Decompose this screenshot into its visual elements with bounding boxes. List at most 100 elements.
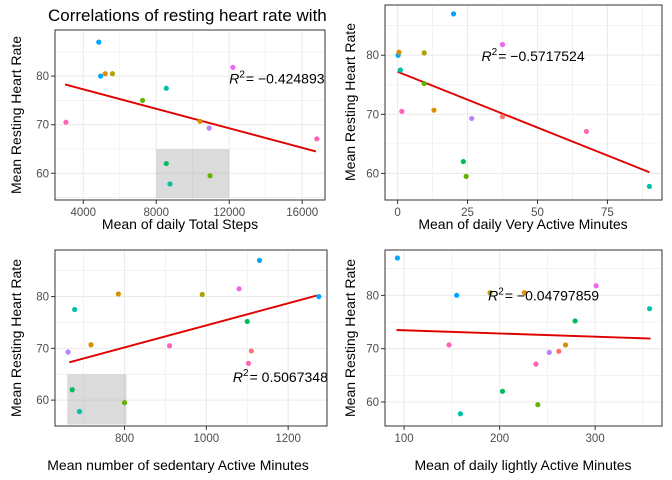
panel-3-data-point bbox=[115, 291, 121, 297]
panel-4-x-tick-label: 200 bbox=[490, 433, 509, 445]
panel-1-data-point bbox=[206, 125, 212, 131]
panel-2-data-point bbox=[431, 107, 437, 113]
panel-4-data-point bbox=[646, 306, 653, 312]
panel-3-data-point bbox=[72, 306, 78, 313]
panel-3-r2-symbol: R bbox=[233, 369, 243, 385]
panel-2-y-tick-label: 80 bbox=[366, 50, 379, 62]
figure-title: Correlations of resting heart rate with bbox=[48, 6, 327, 25]
panel-4-r2-exponent: 2 bbox=[498, 287, 504, 298]
panel-3-confidence-band bbox=[67, 374, 127, 425]
panel-3-data-point bbox=[245, 360, 252, 366]
panel-2-x-axis-title: Mean of daily Very Active Minutes bbox=[418, 216, 627, 232]
panel-3-x-tick-label: 1000 bbox=[194, 433, 220, 445]
panel-4-trend-line bbox=[396, 329, 651, 340]
panel-4-data-point bbox=[521, 290, 528, 296]
panel-2-data-point bbox=[450, 11, 457, 17]
panel-4-x-axis-title: Mean of daily lightly Active Minutes bbox=[414, 457, 631, 473]
panel-2-y-tick-label: 70 bbox=[366, 109, 379, 121]
panel-1-data-point bbox=[109, 71, 116, 77]
panel-3-data-point bbox=[244, 318, 250, 325]
panel-2-x-tick-label: 0 bbox=[394, 207, 400, 219]
panel-1-x-tick-label: 4000 bbox=[70, 207, 96, 219]
panel-3-r2-annotation: R2= 0.5067348 bbox=[233, 368, 328, 385]
panel-2-r2-annotation: R2= −0.5717524 bbox=[482, 47, 585, 64]
panel-2-border bbox=[384, 4, 663, 201]
panel-3-y-tick-label: 70 bbox=[36, 343, 49, 355]
panel-2-x-tick-label: 75 bbox=[601, 207, 614, 219]
panel-2-data-point bbox=[499, 41, 506, 48]
panel-3-r2-exponent: 2 bbox=[243, 368, 249, 379]
panel-1-data-point bbox=[314, 136, 320, 142]
panel-1-y-axis-title: Mean Resting Heart Rate bbox=[8, 36, 24, 194]
panel-2-y-axis-title: Mean Resting Heart Rate bbox=[342, 23, 358, 181]
panel-3-data-point bbox=[199, 291, 205, 298]
panel-2-data-point bbox=[396, 49, 402, 55]
panel-1: R2= −0.424893 4000 8000 12000 16000 60 70 80 Mea… bbox=[8, 29, 326, 232]
panel-1-r2-exponent: 2 bbox=[239, 69, 245, 80]
panel-1-data-point bbox=[207, 173, 213, 179]
panel-4-gridlines bbox=[385, 250, 662, 426]
panel-3: R2= 0.5067348 800 1000 1200 60 70 80 Mean numbe… bbox=[8, 249, 328, 473]
panel-3-data-point bbox=[121, 400, 128, 406]
panel-2-data-point bbox=[469, 115, 475, 122]
panel-2-r2-value: = −0.5717524 bbox=[498, 48, 585, 64]
panel-1-r2-symbol: R bbox=[229, 70, 239, 86]
panel-4-x-tick-label: 100 bbox=[395, 433, 414, 445]
panel-4-data-point bbox=[593, 283, 599, 289]
panel-2-x-tick-label: 50 bbox=[531, 207, 544, 219]
panel-3-y-tick-label: 60 bbox=[36, 395, 49, 407]
panel-3-data-point bbox=[69, 387, 75, 393]
panel-2-background bbox=[385, 5, 662, 200]
panel-3-x-axis-title: Mean number of sedentary Active Minutes bbox=[47, 457, 308, 473]
panel-2-data-point bbox=[421, 80, 427, 87]
panel-1-y-tick-label: 80 bbox=[36, 71, 49, 83]
panel-2-gridlines bbox=[385, 5, 662, 200]
panel-4-data-point bbox=[533, 361, 539, 367]
panel-3-data-point bbox=[76, 408, 83, 415]
panel-4-data-point bbox=[487, 290, 493, 296]
panel-2-data-point bbox=[463, 173, 469, 179]
panel-1-confidence-band bbox=[156, 149, 230, 199]
panel-2-data-point bbox=[583, 128, 590, 135]
panel-1-data-point bbox=[230, 64, 236, 70]
panel-1-data-point bbox=[163, 85, 169, 91]
panel-4: R2= −0.04797859 100 200 300 60 70 80 Mean of da… bbox=[342, 249, 663, 473]
panel-2-data-point bbox=[421, 50, 427, 56]
panel-3-data-point bbox=[88, 342, 94, 348]
panel-2-data-point bbox=[399, 108, 405, 114]
panel-3-trend-line bbox=[69, 294, 318, 364]
panel-2-r2-exponent: 2 bbox=[492, 47, 498, 58]
panel-3-x-tick-label: 1200 bbox=[275, 433, 301, 445]
panel-3-data-point bbox=[256, 257, 263, 263]
panel-4-data-point bbox=[457, 411, 464, 417]
panel-4-r2-value: = −0.04797859 bbox=[505, 288, 599, 304]
panel-1-border bbox=[54, 29, 326, 201]
panel-1-data-point bbox=[163, 160, 169, 167]
panel-4-data-point bbox=[535, 402, 541, 408]
panel-4-data-point bbox=[546, 349, 552, 355]
panel-1-r2-value: = −0.424893 bbox=[246, 70, 325, 86]
panel-4-data-point bbox=[394, 255, 401, 261]
panel-2-r2-symbol: R bbox=[482, 48, 492, 64]
panel-1-x-tick-label: 12000 bbox=[213, 207, 245, 219]
panel-1-data-point bbox=[197, 118, 203, 124]
panel-3-data-point bbox=[236, 286, 242, 292]
panel-3-data-point bbox=[65, 349, 71, 355]
panel-4-r2-symbol: R bbox=[488, 288, 498, 304]
panel-2: R2= −0.5717524 0 25 50 75 60 70 80 Mean of daily… bbox=[342, 4, 663, 232]
panel-1-data-point bbox=[63, 119, 69, 125]
panel-4-data-point bbox=[446, 342, 452, 348]
panel-3-gridlines bbox=[55, 250, 327, 426]
panel-1-background bbox=[55, 30, 325, 200]
panel-4-data bbox=[394, 255, 653, 417]
panel-3-data: R2= 0.5067348 bbox=[65, 257, 328, 425]
panel-4-y-axis-title: Mean Resting Heart Rate bbox=[342, 259, 358, 417]
panel-2-data-point bbox=[397, 67, 403, 73]
panel-4-data-point bbox=[556, 348, 562, 354]
panel-4-r2-annotation: R2= −0.04797859 bbox=[488, 287, 599, 304]
panel-4-data-point bbox=[572, 318, 578, 324]
panel-3-y-tick-label: 80 bbox=[36, 292, 49, 304]
panel-4-y-tick-label: 70 bbox=[366, 344, 379, 356]
